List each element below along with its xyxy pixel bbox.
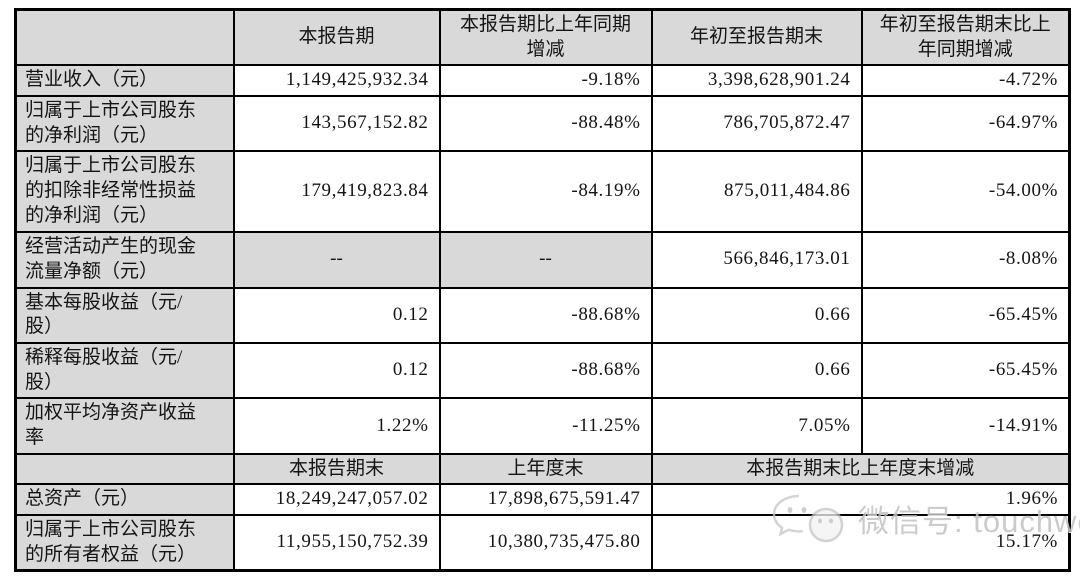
- cell-revenue-current: 1,149,425,932.34: [232, 64, 441, 98]
- row-label-diluted-eps: 稀释每股收益（元/股）: [14, 341, 235, 400]
- cell-total-assets-lastyear: 17,898,675,591.47: [438, 483, 653, 516]
- row-label-net-profit-excl: 归属于上市公司股东的扣除非经常性损益的净利润（元）: [14, 150, 235, 233]
- cell-diluted-eps-ytd-yoy: -65.45%: [860, 341, 1071, 400]
- cell-net-profit-ytd-yoy: -64.97%: [860, 95, 1071, 153]
- cell-roe-ytd: 7.05%: [650, 397, 863, 455]
- cell-basic-eps-current: 0.12: [232, 286, 441, 344]
- header2-empty-cell: [14, 452, 235, 486]
- table-row-net-profit: 归属于上市公司股东的净利润（元） 143,567,152.82 -88.48% …: [14, 95, 1071, 153]
- row-label-basic-eps: 基本每股收益（元/股）: [14, 286, 235, 344]
- cell-cash-flow-ytd: 566,846,173.01: [650, 230, 863, 289]
- cell-roe-current: 1.22%: [232, 397, 441, 455]
- cell-total-assets-change: 1.96%: [650, 483, 1071, 516]
- cell-revenue-ytd-yoy: -4.72%: [860, 64, 1071, 98]
- row-label-net-profit: 归属于上市公司股东的净利润（元）: [14, 95, 235, 153]
- cell-cash-flow-yoy: --: [438, 230, 653, 289]
- header-end-of-period: 本报告期末: [232, 452, 441, 486]
- header-period-yoy-change: 本报告期比上年同期增减: [438, 8, 653, 67]
- cell-net-profit-excl-ytd: 875,011,484.86: [650, 150, 863, 233]
- row-label-equity: 归属于上市公司股东的所有者权益（元）: [14, 514, 235, 572]
- cell-net-profit-excl-current: 179,419,823.84: [232, 150, 441, 233]
- table-row-basic-eps: 基本每股收益（元/股） 0.12 -88.68% 0.66 -65.45%: [14, 286, 1071, 344]
- cell-cash-flow-ytd-yoy: -8.08%: [860, 230, 1071, 289]
- header-ytd-yoy-change: 年初至报告期末比上年同期增减: [860, 8, 1071, 67]
- cell-net-profit-current: 143,567,152.82: [232, 95, 441, 153]
- cell-revenue-yoy: -9.18%: [438, 64, 653, 98]
- table-row-operating-cash-flow: 经营活动产生的现金流量净额（元） -- -- 566,846,173.01 -8…: [14, 230, 1071, 289]
- cell-diluted-eps-ytd: 0.66: [650, 341, 863, 400]
- cell-equity-change: 15.17%: [650, 514, 1071, 572]
- table-row-roe: 加权平均净资产收益率 1.22% -11.25% 7.05% -14.91%: [14, 397, 1071, 455]
- table-row-equity: 归属于上市公司股东的所有者权益（元） 11,955,150,752.39 10,…: [14, 514, 1071, 572]
- row-label-revenue: 营业收入（元）: [14, 64, 235, 98]
- header-row-period: 本报告期 本报告期比上年同期增减 年初至报告期末 年初至报告期末比上年同期增减: [14, 8, 1071, 67]
- cell-equity-lastyear: 10,380,735,475.80: [438, 514, 653, 572]
- header-change-vs-last-yearend: 本报告期末比上年度末增减: [650, 452, 1071, 486]
- cell-net-profit-excl-ytd-yoy: -54.00%: [860, 150, 1071, 233]
- cell-basic-eps-yoy: -88.68%: [438, 286, 653, 344]
- cell-total-assets-current: 18,249,247,057.02: [232, 483, 441, 516]
- table-row-net-profit-excl-nonrecurring: 归属于上市公司股东的扣除非经常性损益的净利润（元） 179,419,823.84…: [14, 150, 1071, 233]
- cell-net-profit-excl-yoy: -84.19%: [438, 150, 653, 233]
- financial-summary-table: 本报告期 本报告期比上年同期增减 年初至报告期末 年初至报告期末比上年同期增减 …: [14, 8, 1071, 573]
- cell-diluted-eps-current: 0.12: [232, 341, 441, 400]
- cell-roe-yoy: -11.25%: [438, 397, 653, 455]
- header-empty-cell: [14, 8, 235, 67]
- cell-roe-ytd-yoy: -14.91%: [860, 397, 1071, 455]
- cell-net-profit-yoy: -88.48%: [438, 95, 653, 153]
- cell-basic-eps-ytd: 0.66: [650, 286, 863, 344]
- cell-cash-flow-current: --: [232, 230, 441, 289]
- table-row-diluted-eps: 稀释每股收益（元/股） 0.12 -88.68% 0.66 -65.45%: [14, 341, 1071, 400]
- row-label-cash-flow: 经营活动产生的现金流量净额（元）: [14, 230, 235, 289]
- cell-basic-eps-ytd-yoy: -65.45%: [860, 286, 1071, 344]
- table-row-total-assets: 总资产（元） 18,249,247,057.02 17,898,675,591.…: [14, 483, 1071, 516]
- header-end-of-last-year: 上年度末: [438, 452, 653, 486]
- row-label-roe: 加权平均净资产收益率: [14, 397, 235, 455]
- table-row-revenue: 营业收入（元） 1,149,425,932.34 -9.18% 3,398,62…: [14, 64, 1071, 98]
- header-current-period: 本报告期: [232, 8, 441, 67]
- row-label-total-assets: 总资产（元）: [14, 483, 235, 516]
- header-row-yearend: 本报告期末 上年度末 本报告期末比上年度末增减: [14, 452, 1071, 486]
- header-ytd: 年初至报告期末: [650, 8, 863, 67]
- cell-equity-current: 11,955,150,752.39: [232, 514, 441, 572]
- cell-revenue-ytd: 3,398,628,901.24: [650, 64, 863, 98]
- cell-net-profit-ytd: 786,705,872.47: [650, 95, 863, 153]
- cell-diluted-eps-yoy: -88.68%: [438, 341, 653, 400]
